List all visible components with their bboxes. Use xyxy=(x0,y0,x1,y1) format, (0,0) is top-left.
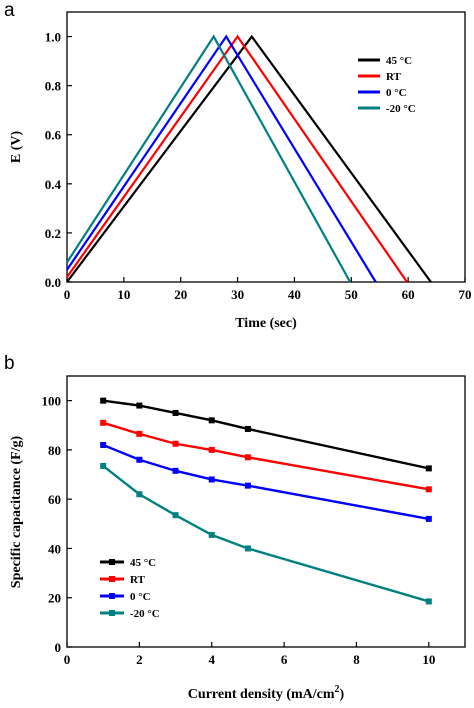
x-tick-label: 8 xyxy=(353,652,360,667)
data-point xyxy=(208,417,215,424)
y-tick-label: 1.0 xyxy=(45,30,61,45)
data-point xyxy=(425,598,432,605)
series-line xyxy=(66,34,408,283)
data-point xyxy=(208,446,215,453)
legend-marker xyxy=(109,610,115,616)
x-tick-label: 20 xyxy=(174,287,187,302)
legend-label: 45 °C xyxy=(386,55,412,67)
x-tick-label: 40 xyxy=(288,287,301,302)
legend-label: 0 °C xyxy=(386,87,407,99)
series-line xyxy=(102,443,430,521)
data-point xyxy=(136,491,143,498)
axis-ticks-a: 0 10 20 30 40 50 60 70 0.0 0.2 0.4 0.6 0.8 1.0 xyxy=(45,30,472,302)
data-point xyxy=(244,482,251,489)
panel-a: a 0 10 20 30 40 50 60 70 0.0 0.2 0.4 0.6 0.8 1.0 45 °… xyxy=(4,0,472,331)
y-tick-label: 0.0 xyxy=(45,275,61,290)
x-tick-label: 30 xyxy=(231,287,244,302)
series-line xyxy=(66,34,432,283)
panel-letter-a: a xyxy=(4,0,15,21)
x-tick-label: 60 xyxy=(402,287,415,302)
data-point xyxy=(172,409,179,416)
x-axis-title-b: Current density (mA/cm2) xyxy=(188,684,345,702)
data-point xyxy=(425,515,432,522)
data-point xyxy=(244,545,251,552)
legend-label: 45 °C xyxy=(130,557,156,569)
x-tick-label: 50 xyxy=(345,287,358,302)
x-axis-title-b-main: Current density (mA/cm xyxy=(188,687,335,702)
data-point xyxy=(172,512,179,519)
data-point xyxy=(244,425,251,432)
data-point xyxy=(172,467,179,474)
y-tick-label: 0.4 xyxy=(45,177,62,192)
x-tick-label: 4 xyxy=(208,652,215,667)
x-tick-label: 10 xyxy=(117,287,130,302)
legend-marker xyxy=(109,593,115,599)
legend-marker xyxy=(109,576,115,582)
y-tick-label: 0 xyxy=(55,640,62,655)
legend-b: 45 °C RT 0 °C -20 °C xyxy=(100,557,160,620)
y-tick-label: 80 xyxy=(48,443,61,458)
data-point xyxy=(425,465,432,472)
series-group-b xyxy=(100,397,432,605)
data-point xyxy=(100,397,107,404)
y-axis-title-b: Specific capacitance (F/g) xyxy=(9,435,24,588)
x-tick-label: 70 xyxy=(459,287,472,302)
x-axis-title-b-end: ) xyxy=(340,687,345,702)
series-group-a xyxy=(66,34,432,283)
legend-label: -20 °C xyxy=(130,608,160,620)
panel-letter-b: b xyxy=(4,353,15,374)
plot-frame-a xyxy=(66,11,466,283)
series-line xyxy=(102,421,430,491)
data-point xyxy=(425,486,432,493)
series-line xyxy=(102,464,430,603)
x-axis-title-b-sup: 2 xyxy=(335,684,340,695)
x-tick-label: 0 xyxy=(64,287,71,302)
data-point xyxy=(244,454,251,461)
x-tick-label: 2 xyxy=(136,652,143,667)
y-axis-title-a: E (V) xyxy=(9,131,24,164)
y-tick-label: 20 xyxy=(48,591,61,606)
data-point xyxy=(100,419,107,426)
data-point xyxy=(136,456,143,463)
legend-a: 45 °C RT 0 °C -20 °C xyxy=(358,55,416,115)
data-point xyxy=(100,462,107,469)
series-line xyxy=(66,34,352,283)
data-point xyxy=(172,440,179,447)
x-tick-label: 6 xyxy=(281,652,288,667)
series-line xyxy=(103,399,430,470)
legend-label: -20 °C xyxy=(386,103,416,115)
data-point xyxy=(208,531,215,538)
plot-frame-b xyxy=(66,375,466,648)
y-tick-label: 0.8 xyxy=(45,79,62,94)
y-tick-label: 40 xyxy=(48,541,61,556)
data-point xyxy=(100,441,107,448)
legend-label: RT xyxy=(130,574,146,586)
data-point xyxy=(208,476,215,483)
legend-label: 0 °C xyxy=(130,591,151,603)
series-line xyxy=(66,34,377,283)
x-tick-label: 10 xyxy=(422,652,435,667)
data-point xyxy=(136,430,143,437)
x-tick-label: 0 xyxy=(64,652,71,667)
y-tick-label: 0.6 xyxy=(45,128,62,143)
data-point xyxy=(136,402,143,409)
legend-label: RT xyxy=(386,71,402,83)
y-tick-label: 100 xyxy=(42,394,62,409)
y-tick-label: 60 xyxy=(48,492,61,507)
x-axis-title-a: Time (sec) xyxy=(235,316,297,331)
y-tick-label: 0.2 xyxy=(45,226,61,241)
legend-marker xyxy=(109,559,115,565)
